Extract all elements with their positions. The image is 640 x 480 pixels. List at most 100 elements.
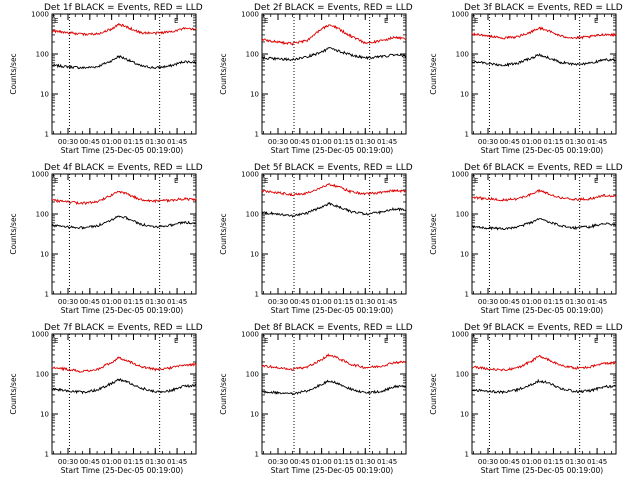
- y-tick-label: 1: [465, 451, 469, 459]
- x-tick-label: 01:15: [333, 458, 353, 466]
- x-axis-label: Start Time (25-Dec-05 00:19:00): [481, 146, 603, 155]
- x-axis-label: Start Time (25-Dec-05 00:19:00): [61, 306, 183, 315]
- lld-series-line: [51, 356, 197, 373]
- x-tick-label: 01:00: [102, 298, 122, 306]
- x-tick-label: 01:30: [565, 298, 585, 306]
- marker-label: E: [594, 177, 598, 185]
- x-tick-label: 01:00: [312, 138, 332, 146]
- chart-panel-2: Det 2f BLACK = Events, RED = LLD 1 10 100 10…: [219, 3, 413, 155]
- x-tick-label: 01:00: [312, 458, 332, 466]
- x-tick-label: 00:45: [500, 138, 520, 146]
- x-tick-label: 00:45: [80, 138, 100, 146]
- marker-label: E: [54, 177, 58, 185]
- x-axis-label: Start Time (25-Dec-05 00:19:00): [61, 146, 183, 155]
- marker-label: E: [474, 337, 478, 345]
- x-tick-label: 01:45: [377, 298, 397, 306]
- x-tick-label: 00:30: [478, 458, 498, 466]
- y-tick-label: 1: [45, 451, 49, 459]
- y-tick-label: 100: [456, 51, 469, 59]
- y-tick-label: 1000: [241, 171, 259, 179]
- chart-panel-6: Det 6f BLACK = Events, RED = LLD 1 10 100 10…: [429, 163, 623, 315]
- x-tick-label: 01:15: [333, 298, 353, 306]
- plot-frame: [471, 333, 617, 455]
- y-tick-label: 1: [45, 291, 49, 299]
- y-axis-label: Counts/sec: [429, 213, 438, 254]
- marker-label: E: [384, 337, 388, 345]
- y-tick-label: 10: [40, 411, 49, 419]
- events-series-line: [51, 55, 197, 70]
- chart-panel-9: Det 9f BLACK = Events, RED = LLD 1 10 100 10…: [429, 323, 623, 475]
- plot-frame: [261, 333, 407, 455]
- y-axis-label: Counts/sec: [9, 373, 18, 414]
- chart-title: Det 7f BLACK = Events, RED = LLD: [44, 323, 203, 333]
- y-tick-label: 10: [250, 91, 259, 99]
- chart-title: Det 6f BLACK = Events, RED = LLD: [464, 163, 623, 173]
- y-tick-label: 1000: [451, 331, 469, 339]
- x-tick-label: 01:00: [102, 138, 122, 146]
- x-tick-label: 00:30: [478, 138, 498, 146]
- x-tick-label: 01:45: [587, 138, 607, 146]
- y-tick-label: 10: [250, 411, 259, 419]
- y-axis-label: Counts/sec: [9, 53, 18, 94]
- x-tick-label: 00:30: [58, 458, 78, 466]
- x-tick-label: 01:15: [543, 298, 563, 306]
- x-tick-label: 01:00: [312, 298, 332, 306]
- plot-frame: [51, 13, 197, 135]
- x-tick-label: 01:45: [167, 458, 187, 466]
- x-tick-label: 01:15: [123, 458, 143, 466]
- marker-label: E: [174, 337, 178, 345]
- y-tick-label: 100: [246, 51, 259, 59]
- chart-title: Det 4f BLACK = Events, RED = LLD: [44, 163, 203, 173]
- x-tick-label: 01:15: [333, 138, 353, 146]
- events-series-line: [471, 378, 617, 395]
- x-tick-label: 01:00: [522, 458, 542, 466]
- x-tick-label: 00:45: [290, 458, 310, 466]
- y-tick-label: 1: [255, 451, 259, 459]
- y-axis-label: Counts/sec: [219, 53, 228, 94]
- chart-panel-5: Det 5f BLACK = Events, RED = LLD 1 10 100 10…: [219, 163, 413, 315]
- lld-series-line: [471, 188, 617, 202]
- x-axis-label: Start Time (25-Dec-05 00:19:00): [271, 146, 393, 155]
- x-tick-label: 01:45: [167, 138, 187, 146]
- y-axis-label: Counts/sec: [9, 213, 18, 254]
- x-tick-label: 01:30: [565, 458, 585, 466]
- marker-label: E: [174, 17, 178, 25]
- x-tick-label: 01:30: [145, 138, 165, 146]
- x-tick-label: 01:45: [377, 458, 397, 466]
- chart-title: Det 3f BLACK = Events, RED = LLD: [464, 3, 623, 13]
- y-tick-label: 1: [465, 131, 469, 139]
- x-tick-label: 01:15: [543, 138, 563, 146]
- y-tick-label: 1: [45, 131, 49, 139]
- y-tick-label: 100: [246, 211, 259, 219]
- y-tick-label: 1000: [241, 11, 259, 19]
- chart-title: Det 1f BLACK = Events, RED = LLD: [44, 3, 203, 13]
- events-series-line: [51, 378, 196, 395]
- y-tick-label: 1000: [451, 171, 469, 179]
- x-tick-label: 01:00: [522, 298, 542, 306]
- marker-label: E: [174, 177, 178, 185]
- y-tick-label: 100: [36, 211, 49, 219]
- y-tick-label: 1: [255, 291, 259, 299]
- events-series-line: [471, 217, 616, 231]
- y-axis-label: Counts/sec: [429, 373, 438, 414]
- plot-frame: [261, 13, 407, 135]
- x-tick-label: 01:45: [377, 138, 397, 146]
- plot-frame: [471, 13, 617, 135]
- x-tick-label: 01:45: [587, 298, 607, 306]
- x-tick-label: 00:30: [58, 138, 78, 146]
- marker-label: E: [594, 337, 598, 345]
- y-tick-label: 10: [460, 251, 469, 259]
- y-axis-label: Counts/sec: [429, 53, 438, 94]
- y-tick-label: 10: [460, 91, 469, 99]
- y-tick-label: 1000: [31, 331, 49, 339]
- x-tick-label: 01:30: [145, 458, 165, 466]
- x-axis-label: Start Time (25-Dec-05 00:19:00): [61, 466, 183, 475]
- x-tick-label: 00:30: [268, 298, 288, 306]
- chart-panel-3: Det 3f BLACK = Events, RED = LLD 1 10 100 10…: [429, 3, 623, 155]
- y-tick-label: 10: [460, 411, 469, 419]
- marker-label: E: [54, 17, 58, 25]
- y-tick-label: 100: [36, 371, 49, 379]
- chart-title: Det 5f BLACK = Events, RED = LLD: [254, 163, 413, 173]
- x-tick-label: 00:45: [80, 298, 100, 306]
- lld-series-line: [471, 26, 617, 40]
